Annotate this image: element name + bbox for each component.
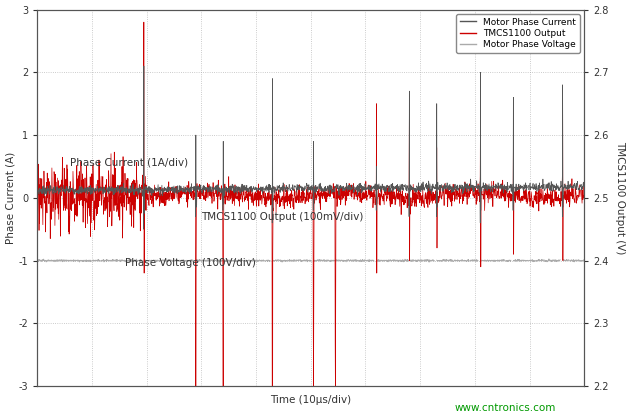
Motor Phase Voltage [300,257,307,262]
Motor Phase Voltage [61,258,69,263]
Line: TMCS1100 Output: TMCS1100 Output [37,22,584,419]
Motor Phase Voltage [285,258,293,263]
Text: Phase Current (1A/div): Phase Current (1A/div) [70,158,188,168]
Motor Phase Current [285,182,293,187]
TMCS1100 Output [581,194,588,199]
Motor Phase Voltage [565,258,572,263]
TMCS1100 Output [565,194,573,199]
Motor Phase Current [33,184,41,189]
Motor Phase Current [565,186,572,191]
Line: Motor Phase Voltage: Motor Phase Voltage [37,259,584,262]
Motor Phase Current [61,187,69,192]
Motor Phase Current [581,184,588,189]
TMCS1100 Output [140,20,148,25]
Motor Phase Voltage [581,257,588,262]
TMCS1100 Output [300,192,307,197]
Y-axis label: TMCS1100 Output (V): TMCS1100 Output (V) [615,141,625,254]
Legend: Motor Phase Current, TMCS1100 Output, Motor Phase Voltage: Motor Phase Current, TMCS1100 Output, Mo… [456,14,580,53]
Text: Phase Voltage (100V/div): Phase Voltage (100V/div) [125,258,256,268]
Text: www.cntronics.com: www.cntronics.com [454,403,556,413]
Motor Phase Voltage [464,259,472,264]
Motor Phase Current [464,184,472,189]
X-axis label: Time (10μs/div): Time (10μs/div) [270,395,351,405]
Motor Phase Current [140,227,148,232]
Y-axis label: Phase Current (A): Phase Current (A) [6,152,16,244]
TMCS1100 Output [33,158,41,163]
TMCS1100 Output [61,191,69,197]
Motor Phase Current [565,183,573,188]
Motor Phase Voltage [33,259,41,264]
Text: TMCS1100 Output (100mV/div): TMCS1100 Output (100mV/div) [201,212,363,222]
Motor Phase Current [300,185,307,190]
Line: Motor Phase Current: Motor Phase Current [37,66,584,229]
Motor Phase Current [140,64,148,69]
TMCS1100 Output [285,192,293,197]
TMCS1100 Output [464,192,472,197]
TMCS1100 Output [565,199,572,204]
Motor Phase Voltage [565,258,572,263]
